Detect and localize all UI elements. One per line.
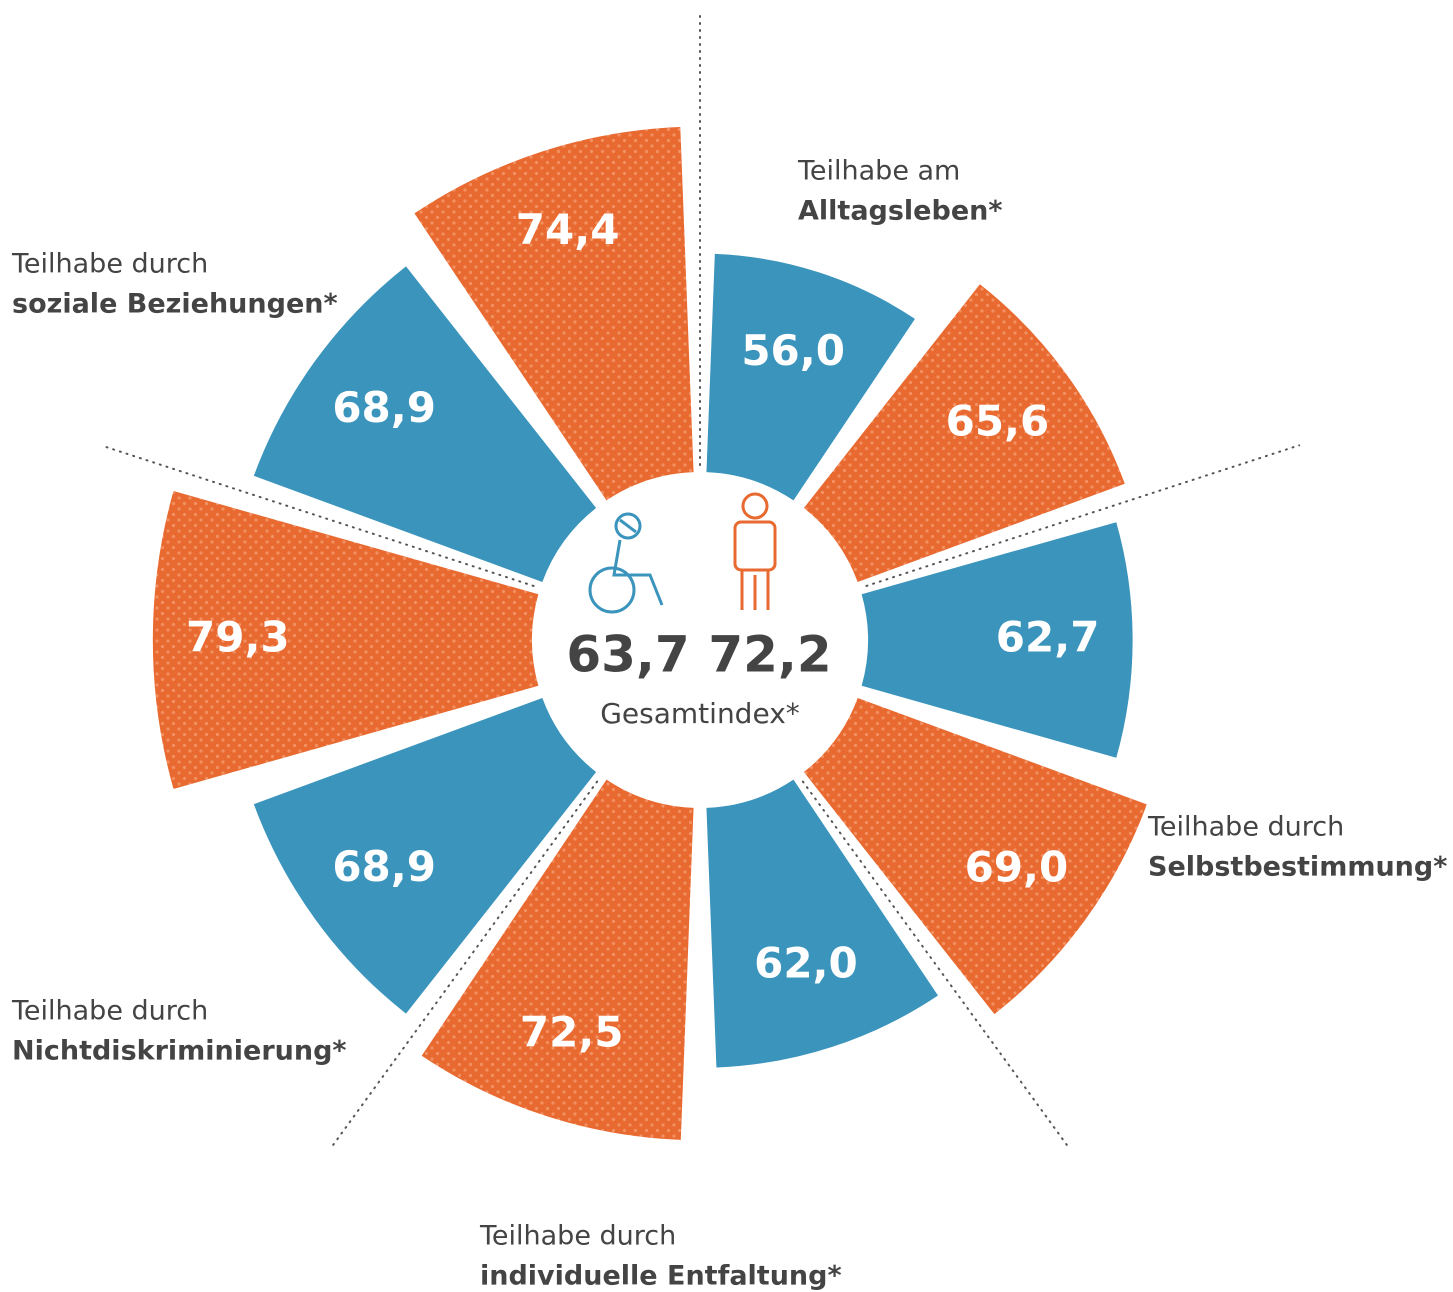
bar — [803, 284, 1125, 582]
category-label: Teilhabe durch — [479, 1221, 676, 1252]
category-label: Teilhabe durch — [1147, 812, 1344, 843]
value-label: 68,9 — [332, 383, 436, 432]
category-label: Alltagsleben* — [798, 196, 1002, 227]
overall-value: 63,7 — [566, 626, 689, 684]
separators — [99, 9, 1301, 1151]
overall-label: Gesamtindex* — [600, 697, 800, 730]
value-label: 72,5 — [520, 1007, 624, 1056]
bar — [253, 698, 597, 1014]
separator — [99, 444, 535, 587]
category-label: Teilhabe am — [797, 156, 960, 187]
bar — [706, 253, 915, 501]
value-label: 56,0 — [741, 326, 845, 375]
overall-value: 72,2 — [708, 626, 831, 684]
bar — [253, 266, 597, 582]
category-label: soziale Beziehungen* — [12, 289, 338, 320]
separator — [801, 780, 1072, 1151]
bars: 56,0 62,7 62,0 68,9 68,9 65,6 69,0 72,5 79,3 74,4 — [152, 127, 1147, 1140]
value-label: 74,4 — [516, 205, 620, 254]
bar — [803, 698, 1147, 1015]
bar — [421, 779, 694, 1140]
bar — [414, 127, 694, 501]
bar — [152, 491, 539, 789]
category-label: Nichtdiskriminierung* — [12, 1036, 347, 1067]
person-icon — [733, 492, 777, 610]
category-label: Teilhabe durch — [11, 249, 208, 280]
separator — [328, 780, 599, 1151]
separator — [865, 444, 1301, 587]
value-label: 62,0 — [754, 939, 858, 988]
category-label: Selbstbestimmung* — [1148, 852, 1447, 883]
value-label: 65,6 — [946, 396, 1050, 445]
bar — [706, 779, 938, 1068]
value-label: 62,7 — [996, 613, 1100, 662]
value-label: 79,3 — [186, 613, 290, 662]
value-label: 68,9 — [332, 842, 436, 891]
disabled-icon — [588, 512, 664, 614]
bar — [861, 522, 1133, 758]
category-label: Teilhabe durch — [11, 996, 208, 1027]
value-label: 69,0 — [965, 842, 1069, 891]
category-label: individuelle Entfaltung* — [480, 1261, 842, 1292]
